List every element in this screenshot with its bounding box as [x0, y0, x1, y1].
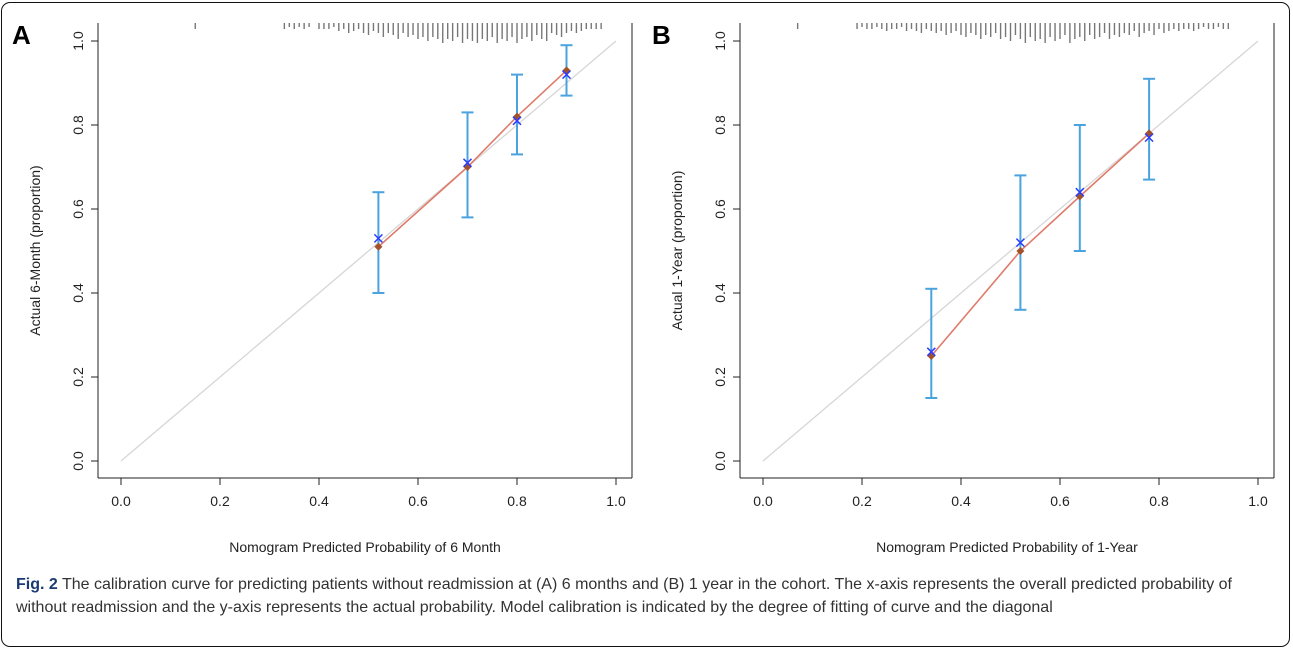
bias-corrected-point — [561, 70, 572, 80]
x-tick-label: 0.8 — [507, 493, 527, 509]
x-axis-label: Nomogram Predicted Probability of 6 Mont… — [229, 539, 501, 555]
calibration-line — [930, 132, 1150, 357]
x-tick-label: 0.2 — [852, 493, 872, 509]
y-tick-label: 0.4 — [70, 283, 86, 303]
apparent-point — [1016, 247, 1025, 255]
caption-text: The calibration curve for predicting pat… — [16, 576, 1232, 616]
bias-corrected-point — [1075, 187, 1085, 197]
y-axis-label: Actual 6-Month (proportion) — [27, 165, 43, 335]
bias-corrected-point — [512, 116, 522, 126]
bias-corrected-point — [926, 347, 936, 357]
y-tick-label: 0.8 — [70, 115, 86, 135]
x-tick-label: 0.2 — [210, 493, 230, 509]
panel-letter: B — [652, 20, 671, 50]
chart-panel-a: A 0.0 0.2 0.4 0.6 0.8 1.0 0.0 0.2 0.4 0.6 0.8 1.0 Nom… — [12, 20, 633, 555]
figure-caption: Fig. 2 The calibration curve for predict… — [16, 573, 1278, 619]
x-axis-label: Nomogram Predicted Probability of 1-Year — [876, 539, 1138, 555]
x-tick-label: 0.6 — [1050, 493, 1070, 509]
x-tick-label: 1.0 — [1248, 493, 1268, 509]
x-tick-label: 0.4 — [951, 493, 971, 509]
x-tick-label: 0.0 — [753, 493, 773, 509]
x-tick-label: 0.8 — [1149, 493, 1169, 509]
diagonal-reference-line — [762, 40, 1259, 462]
y-tick-label: 0.2 — [712, 367, 728, 387]
y-tick-label: 0.4 — [712, 283, 728, 303]
chart-panel-b: B 0.0 0.2 0.4 0.6 0.8 1.0 0.0 0.2 0.4 0.6 0.8 1.0 Nom… — [652, 20, 1275, 555]
y-tick-label: 0.0 — [712, 451, 728, 471]
figure-charts: A 0.0 0.2 0.4 0.6 0.8 1.0 0.0 0.2 0.4 0.6 0.8 1.0 Nom… — [12, 20, 1275, 555]
panel-letter: A — [12, 20, 31, 50]
x-tick-label: 0.6 — [408, 493, 428, 509]
bias-corrected-point — [373, 233, 383, 243]
apparent-point — [374, 242, 383, 251]
calibration-line — [377, 69, 568, 248]
y-tick-label: 0.2 — [70, 367, 86, 387]
y-tick-label: 0.8 — [712, 115, 728, 135]
y-tick-label: 0.0 — [70, 451, 86, 471]
bias-corrected-point — [1144, 133, 1154, 143]
x-tick-label: 0.0 — [111, 493, 131, 509]
diagonal-reference-line — [120, 40, 617, 462]
y-tick-label: 0.6 — [70, 199, 86, 219]
bias-corrected-point — [462, 158, 473, 168]
y-tick-label: 0.6 — [712, 199, 728, 219]
y-tick-label: 1.0 — [70, 31, 86, 51]
bias-corrected-point — [1015, 238, 1025, 248]
y-axis-label: Actual 1-Year (proportion) — [669, 171, 685, 331]
caption-label: Fig. 2 — [16, 576, 58, 593]
x-tick-label: 0.4 — [309, 493, 329, 509]
y-tick-label: 1.0 — [712, 31, 728, 51]
x-tick-label: 1.0 — [606, 493, 626, 509]
